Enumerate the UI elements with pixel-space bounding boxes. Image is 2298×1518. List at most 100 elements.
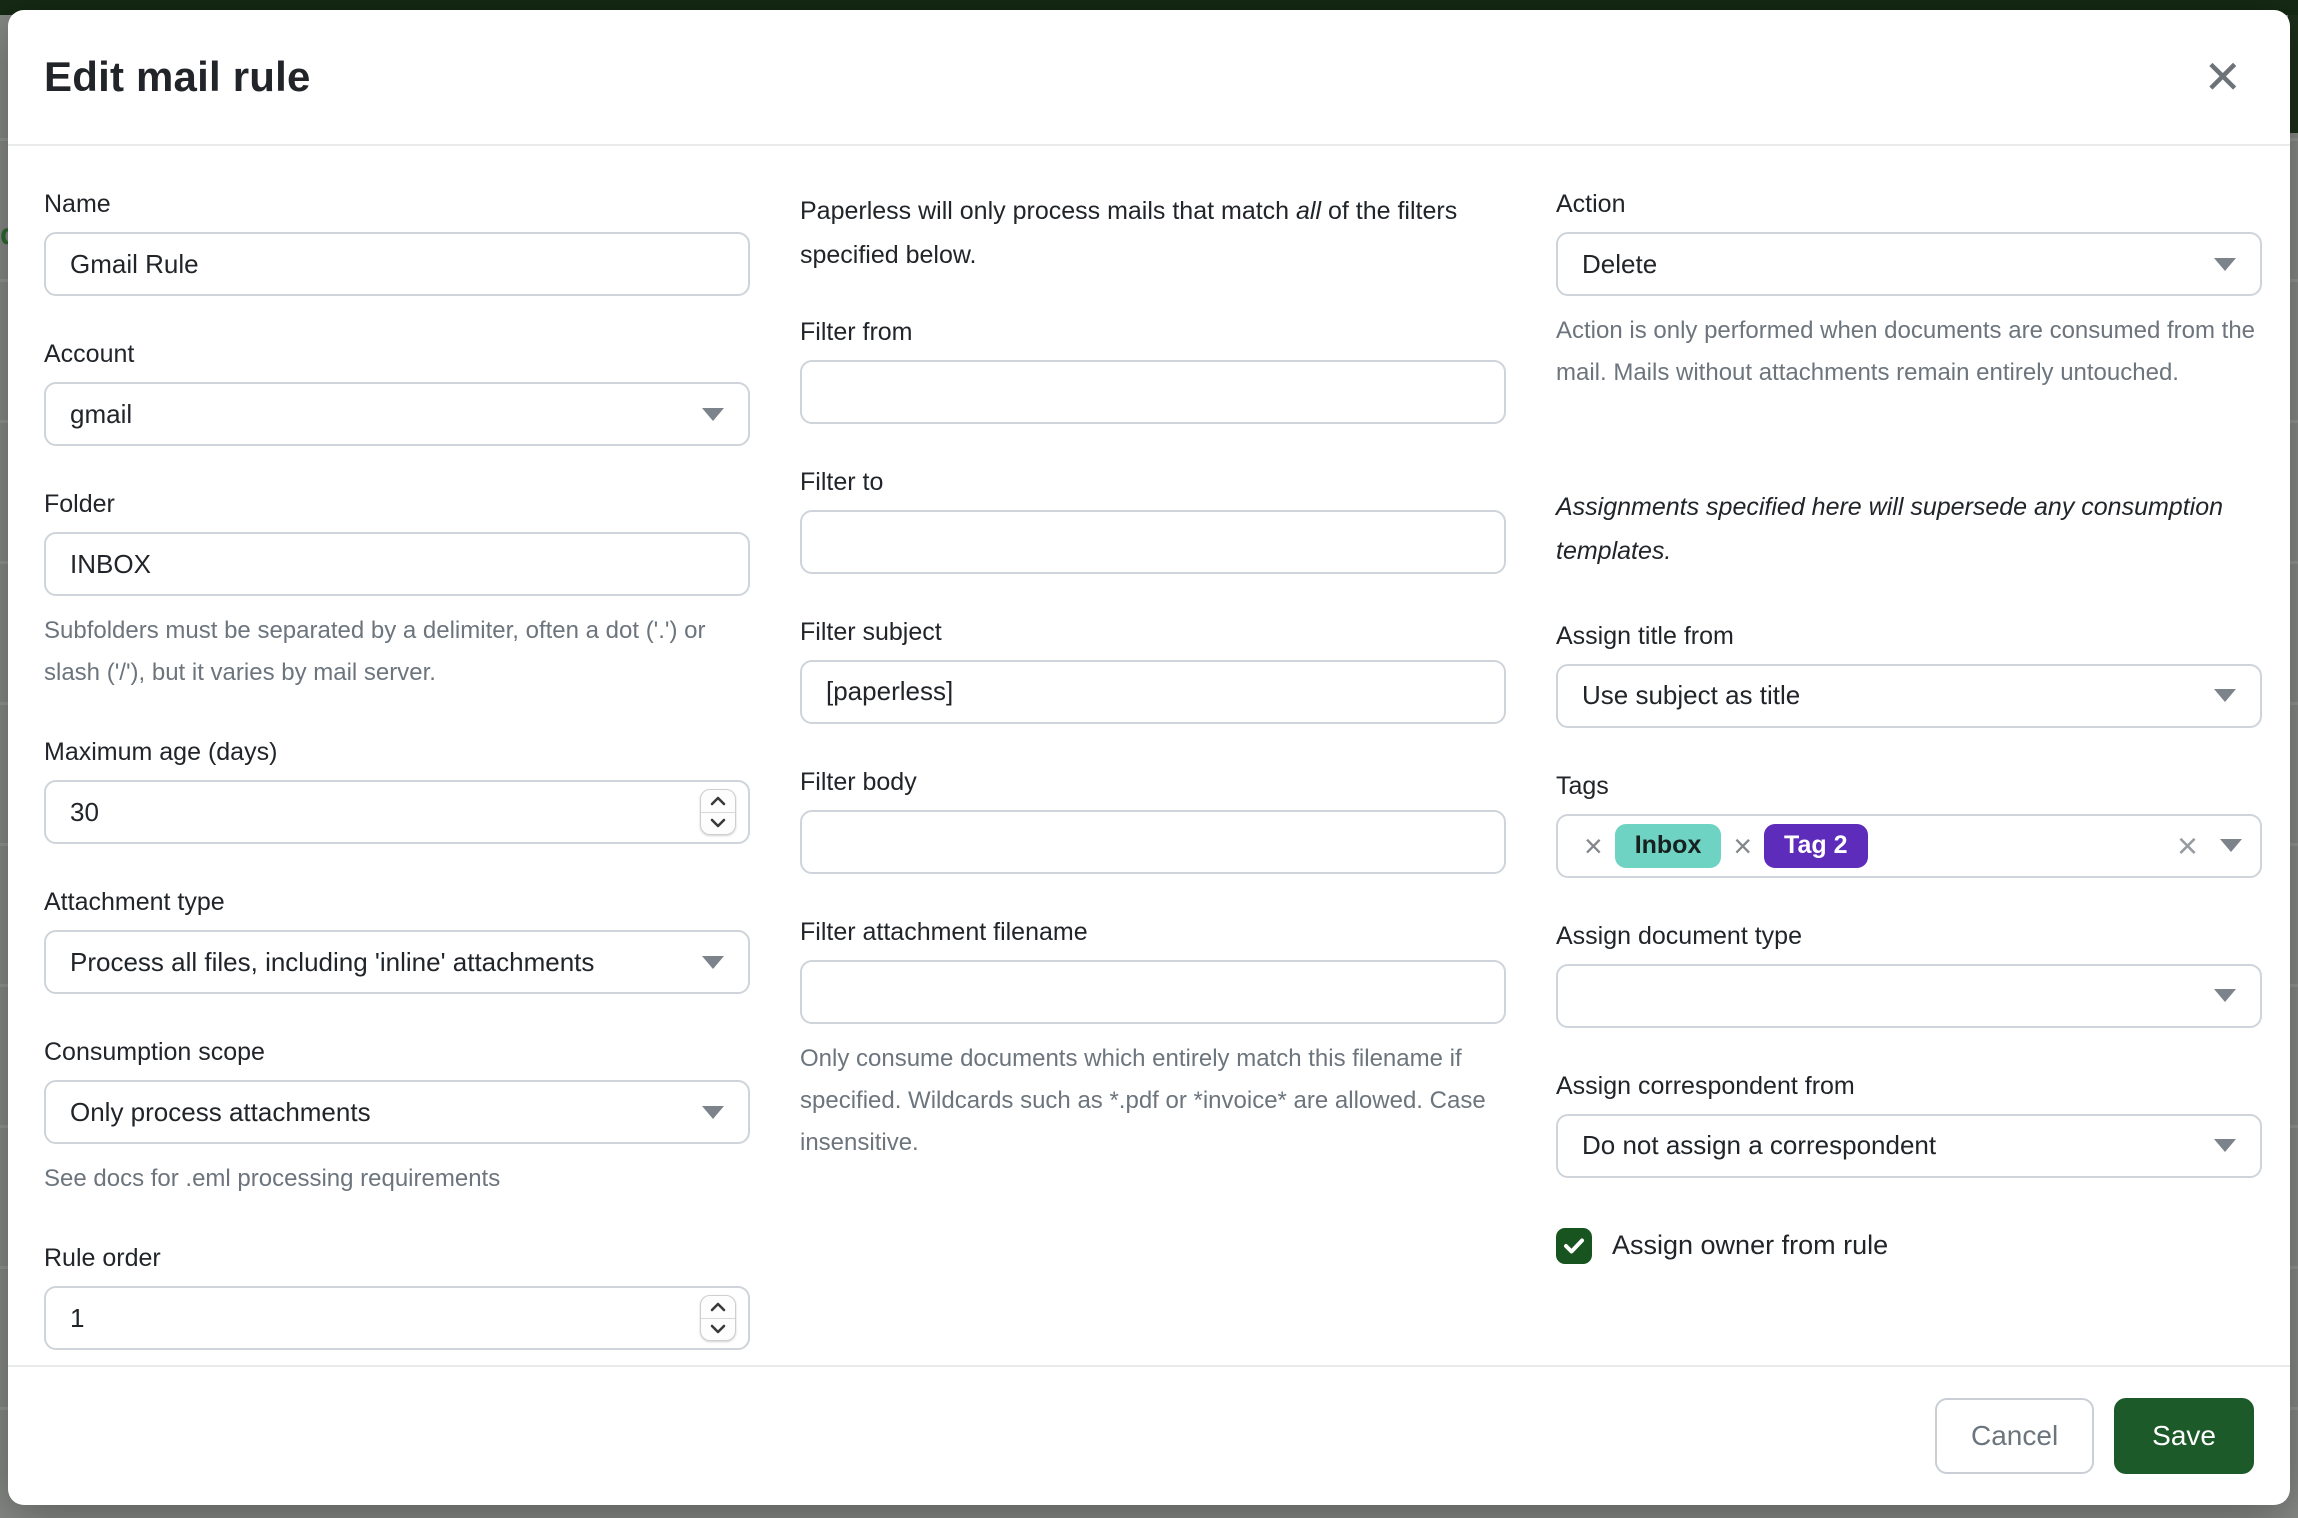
- action-select[interactable]: Delete: [1556, 232, 2262, 296]
- assign-correspondent-value: Do not assign a correspondent: [1582, 1130, 1937, 1160]
- folder-input[interactable]: [44, 532, 750, 596]
- stepper-up-icon[interactable]: [701, 1296, 735, 1319]
- field-filter-body: Filter body: [800, 768, 1506, 874]
- field-account: Account gmail: [44, 340, 750, 446]
- consumption-scope-help: See docs for .eml processing requirement…: [44, 1165, 501, 1192]
- assign-document-type-select[interactable]: [1556, 963, 2262, 1028]
- filter-body-label: Filter body: [800, 767, 917, 796]
- clear-all-tags-icon[interactable]: ×: [2176, 824, 2198, 866]
- field-assign-owner: Assign owner from rule: [1556, 1227, 2262, 1264]
- chevron-down-icon: [2214, 1139, 2236, 1152]
- account-value: gmail: [70, 398, 133, 429]
- rule-order-stepper[interactable]: 1: [44, 1286, 750, 1350]
- number-stepper-control[interactable]: [700, 1295, 736, 1341]
- dialog-body: Name Account gmail Folder Subfolders mus…: [8, 146, 2290, 1365]
- filter-body-input[interactable]: [800, 809, 1506, 874]
- folder-help: Subfolders must be separated by a delimi…: [44, 617, 706, 686]
- close-button[interactable]: ✕: [2199, 50, 2246, 104]
- tag-pill: Tag 2: [1764, 823, 1868, 868]
- rule-order-label: Rule order: [44, 1244, 161, 1272]
- max-age-label: Maximum age (days): [44, 738, 278, 766]
- chevron-down-icon: [702, 407, 724, 421]
- field-filter-to: Filter to: [800, 468, 1506, 574]
- attachment-type-select[interactable]: Process all files, including 'inline' at…: [44, 930, 750, 994]
- chevron-down-icon: [2214, 257, 2236, 271]
- max-age-stepper[interactable]: 30: [44, 780, 750, 844]
- stepper-down-icon[interactable]: [701, 1319, 735, 1341]
- chevron-down-icon: [2220, 839, 2242, 852]
- filter-from-input[interactable]: [800, 359, 1506, 424]
- column-general: Name Account gmail Folder Subfolders mus…: [44, 190, 750, 1365]
- name-input[interactable]: [44, 232, 750, 296]
- assign-correspondent-select[interactable]: Do not assign a correspondent: [1556, 1113, 2262, 1178]
- field-action: Action Delete Action is only performed w…: [1556, 190, 2262, 394]
- field-tags: Tags × Inbox × Tag 2 ×: [1556, 772, 2262, 878]
- tags-label: Tags: [1556, 771, 1609, 800]
- account-select[interactable]: gmail: [44, 382, 750, 446]
- field-max-age: Maximum age (days) 30: [44, 738, 750, 844]
- assignments-note: Assignments specified here will supersed…: [1556, 493, 2224, 565]
- folder-label: Folder: [44, 490, 115, 518]
- filter-from-label: Filter from: [800, 317, 913, 346]
- dialog-header: Edit mail rule ✕: [8, 10, 2290, 146]
- field-assign-title: Assign title from Use subject as title: [1556, 622, 2262, 728]
- assign-correspondent-label: Assign correspondent from: [1556, 1071, 1855, 1100]
- filter-filename-label: Filter attachment filename: [800, 917, 1088, 946]
- rule-order-value: 1: [70, 1302, 85, 1333]
- assign-title-value: Use subject as title: [1582, 680, 1801, 710]
- assign-document-type-label: Assign document type: [1556, 921, 1802, 950]
- filter-subject-input[interactable]: [800, 659, 1506, 724]
- consumption-scope-label: Consumption scope: [44, 1038, 265, 1066]
- tag-pill: Inbox: [1614, 823, 1722, 868]
- action-label: Action: [1556, 190, 1626, 218]
- assign-owner-label: Assign owner from rule: [1612, 1230, 1889, 1260]
- assign-title-select[interactable]: Use subject as title: [1556, 663, 2262, 728]
- consumption-scope-value: Only process attachments: [70, 1096, 371, 1127]
- chevron-down-icon: [702, 955, 724, 969]
- column-filters: Paperless will only process mails that m…: [800, 190, 1506, 1365]
- remove-tag-icon[interactable]: ×: [1584, 827, 1603, 864]
- field-filter-from: Filter from: [800, 318, 1506, 424]
- attachment-type-value: Process all files, including 'inline' at…: [70, 946, 595, 977]
- field-name: Name: [44, 190, 750, 296]
- filter-to-label: Filter to: [800, 467, 884, 496]
- remove-tag-icon[interactable]: ×: [1733, 827, 1753, 864]
- field-assign-document-type: Assign document type: [1556, 922, 2262, 1028]
- filters-intro-pre: Paperless will only process mails that m…: [800, 197, 1297, 225]
- field-filter-subject: Filter subject: [800, 618, 1506, 724]
- account-label: Account: [44, 340, 135, 368]
- chevron-down-icon: [2214, 689, 2236, 702]
- assign-title-label: Assign title from: [1556, 621, 1734, 650]
- action-help: Action is only performed when documents …: [1556, 317, 2256, 386]
- chevron-down-icon: [702, 1105, 724, 1119]
- filters-intro-post: of the filters specified below.: [800, 197, 1458, 269]
- field-rule-order: Rule order 1: [44, 1244, 750, 1350]
- field-folder: Folder Subfolders must be separated by a…: [44, 490, 750, 694]
- filters-intro: Paperless will only process mails that m…: [800, 190, 1506, 278]
- filter-filename-help: Only consume documents which entirely ma…: [800, 1044, 1486, 1156]
- max-age-value: 30: [70, 796, 99, 827]
- assign-owner-checkbox[interactable]: [1556, 1227, 1592, 1264]
- edit-mail-rule-dialog: Edit mail rule ✕ Name Account gmail Fold…: [8, 10, 2290, 1505]
- stepper-up-icon[interactable]: [701, 790, 735, 813]
- filters-intro-emphasis: all: [1296, 197, 1322, 225]
- field-consumption-scope: Consumption scope Only process attachmen…: [44, 1038, 750, 1200]
- dialog-footer: Cancel Save: [8, 1365, 2290, 1505]
- number-stepper-control[interactable]: [700, 789, 736, 835]
- close-icon: ✕: [2203, 51, 2242, 103]
- chevron-down-icon: [2214, 989, 2236, 1002]
- field-assign-correspondent: Assign correspondent from Do not assign …: [1556, 1072, 2262, 1178]
- filter-filename-input[interactable]: [800, 959, 1506, 1024]
- action-value: Delete: [1582, 248, 1658, 279]
- field-filter-filename: Filter attachment filename Only consume …: [800, 918, 1506, 1164]
- column-action-assignments: Action Delete Action is only performed w…: [1556, 190, 2262, 1365]
- attachment-type-label: Attachment type: [44, 888, 225, 916]
- consumption-scope-select[interactable]: Only process attachments: [44, 1080, 750, 1144]
- stepper-down-icon[interactable]: [701, 813, 735, 835]
- tags-multiselect[interactable]: × Inbox × Tag 2 ×: [1556, 813, 2262, 878]
- filter-to-input[interactable]: [800, 509, 1506, 574]
- cancel-button[interactable]: Cancel: [1935, 1398, 2095, 1474]
- save-button[interactable]: Save: [2114, 1398, 2254, 1474]
- checkmark-icon: [1564, 1238, 1584, 1253]
- field-attachment-type: Attachment type Process all files, inclu…: [44, 888, 750, 994]
